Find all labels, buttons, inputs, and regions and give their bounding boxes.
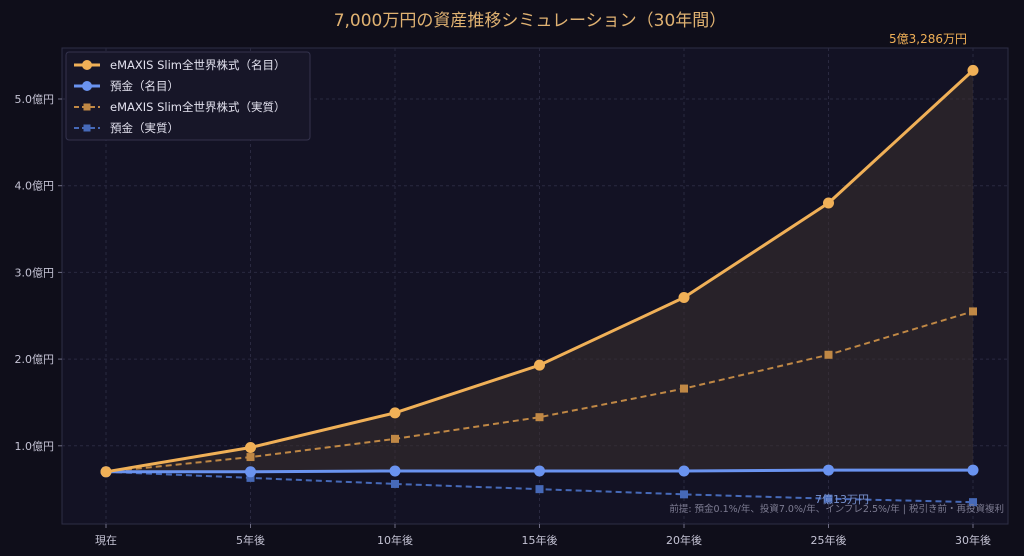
data-point [967,464,979,476]
series-lines [100,64,979,507]
x-tick-label: 30年後 [955,533,991,547]
data-point [824,350,833,359]
data-point [391,479,399,488]
data-point [245,442,256,454]
y-tick-label: 1.0億円 [15,440,55,453]
bottom-value-annotation: 7億13万円 [815,493,869,506]
data-point [389,465,401,477]
data-point [391,434,399,443]
data-point [678,465,690,477]
data-point [823,464,834,476]
data-point [246,453,255,462]
legend-marker [83,124,91,132]
x-tick-label: 10年後 [377,533,413,547]
data-point [535,485,544,494]
data-point [389,407,401,419]
fill-between-area [106,70,973,472]
legend-label: 預金（名目） [110,79,179,93]
legend-box [65,51,311,141]
data-point [534,359,545,371]
x-tick-label: 15年後 [522,533,558,547]
x-tick-label: 5年後 [236,533,265,547]
y-tick-label: 5.0億円 [15,93,55,106]
fill-between-stock-deposit [106,70,973,472]
data-point [680,490,688,499]
data-point [823,197,834,209]
x-tick-label: 現在 [95,534,117,547]
assumption-footnote: 前提: 預金0.1%/年、投資7.0%/年、インフレ2.5%/年 | 税引き前・… [669,503,1004,515]
data-point [967,64,979,76]
data-point [969,498,977,507]
data-point [678,292,690,304]
chart-title: 7,000万円の資産推移シミュレーション（30年間） [334,11,727,31]
data-point [245,466,256,478]
legend-label: 預金（実質） [110,121,179,135]
legend-label: eMAXIS Slim全世界株式（名目） [110,58,285,72]
legend: eMAXIS Slim全世界株式（名目） 預金（名目） eMAXIS Slim全世界… [65,51,311,141]
legend-marker [82,81,92,91]
data-point [824,494,833,503]
x-tick-label: 20年後 [666,533,702,547]
data-point [535,413,544,422]
legend-label: eMAXIS Slim全世界株式（実質） [110,100,285,114]
data-point [246,473,255,482]
y-tick-label: 4.0億円 [15,180,55,193]
data-point [969,307,977,316]
y-tick-label: 3.0億円 [15,266,55,279]
y-tick-label: 2.0億円 [15,353,55,366]
top-value-annotation: 5億3,286万円 [889,32,967,46]
legend-marker [82,60,92,70]
series-0 [100,64,979,478]
data-point [100,466,112,478]
data-point [534,465,545,477]
data-point [680,384,688,393]
x-tick-label: 25年後 [811,533,847,547]
legend-marker [83,103,91,111]
